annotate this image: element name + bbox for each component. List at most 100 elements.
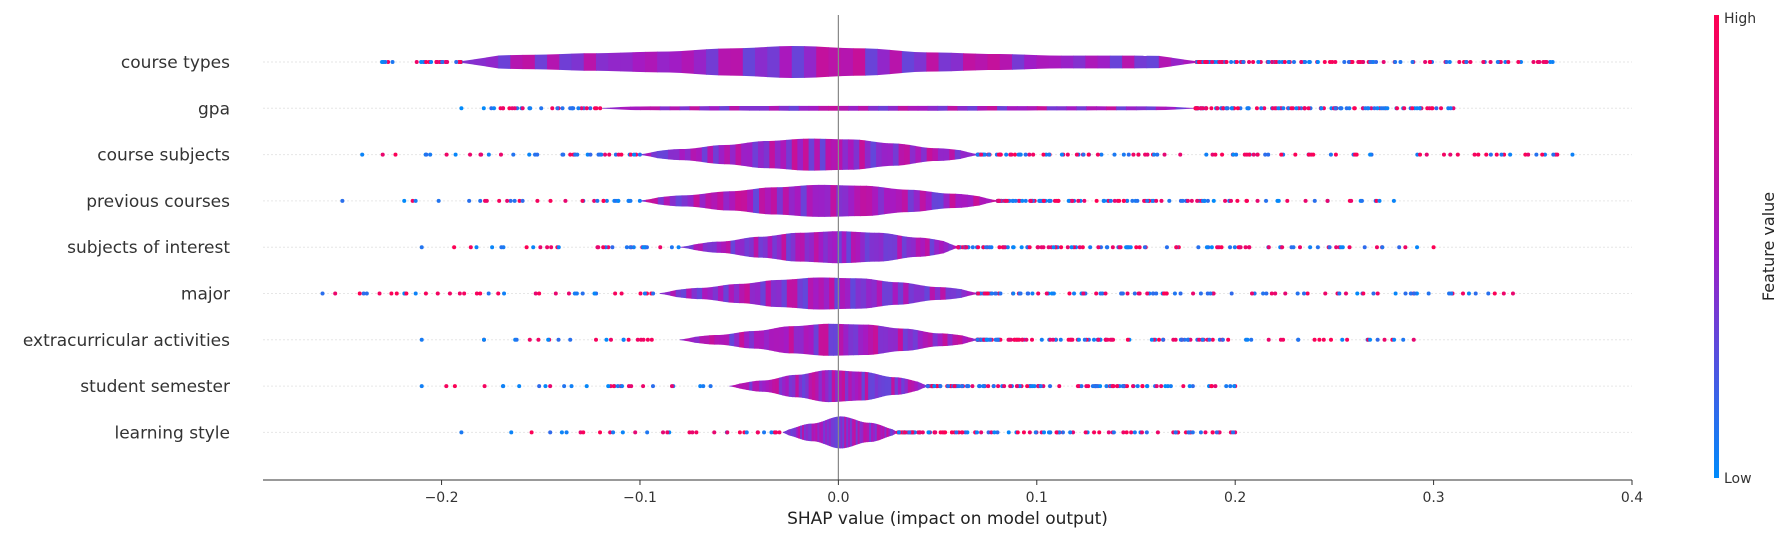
shap-point [1235, 106, 1240, 111]
shap-point [598, 430, 603, 435]
shap-point [1468, 60, 1473, 64]
shap-point [1495, 60, 1500, 64]
violin-segment [742, 382, 747, 390]
violin-segment [811, 371, 816, 401]
shap-point [1229, 106, 1234, 111]
violin-segment [955, 193, 962, 209]
shap-point [986, 384, 991, 389]
violin-segment [798, 425, 801, 439]
violin-segment [878, 325, 884, 354]
shap-point [977, 384, 982, 389]
shap-point [965, 384, 970, 389]
violin-segment [897, 282, 904, 305]
violin-segment [819, 138, 827, 171]
violin-segment [805, 423, 809, 441]
violin-segment [718, 145, 725, 165]
violin-segment [836, 139, 843, 170]
shap-point [1036, 291, 1041, 296]
shap-point [1067, 291, 1072, 296]
shap-point [1484, 152, 1489, 157]
shap-point [1291, 245, 1296, 250]
violin-segment [795, 232, 801, 262]
shap-point [1074, 152, 1079, 157]
shap-point [1516, 60, 1521, 64]
shap-point [651, 291, 656, 296]
shap-point [984, 245, 989, 250]
violin-segment [786, 139, 793, 170]
shap-point [1451, 106, 1456, 111]
violin-segment [834, 277, 841, 310]
shap-point [1130, 198, 1135, 203]
shap-point [665, 430, 670, 435]
shap-point [986, 430, 991, 435]
violin-segment [883, 326, 889, 354]
shap-point [1297, 245, 1302, 250]
violin-segment [1135, 106, 1147, 111]
violin-segment [938, 240, 945, 255]
violin-segment [719, 334, 725, 345]
violin-segment [889, 188, 897, 214]
violin-segment [865, 48, 878, 76]
shap-point [1548, 60, 1553, 64]
shap-point [1004, 152, 1009, 157]
violin-segment [808, 372, 813, 400]
shap-point [917, 430, 922, 435]
violin-segment [844, 278, 851, 309]
violin-segment [739, 331, 745, 348]
violin-segment [852, 48, 866, 76]
shap-point [902, 430, 907, 435]
shap-point [1149, 337, 1154, 342]
violin-segment [798, 374, 803, 398]
shap-point [628, 245, 633, 250]
shap-point [1093, 384, 1098, 389]
violin-segment [744, 283, 751, 304]
violin-segment [927, 332, 934, 348]
violin-segment [686, 288, 693, 299]
shap-point [1444, 60, 1449, 64]
violin-segment [595, 53, 609, 71]
shap-point [1016, 198, 1021, 203]
violin-segment [754, 330, 760, 349]
shap-point [1008, 152, 1013, 157]
shap-point [447, 291, 452, 296]
violin-segment [963, 53, 976, 71]
shap-point [611, 384, 616, 389]
violin-segment [817, 422, 820, 443]
shap-point [1534, 152, 1539, 157]
shap-point [1209, 106, 1214, 111]
violin-segment [739, 106, 750, 111]
shap-point [1007, 337, 1012, 342]
violin-segment [800, 185, 808, 217]
x-tick-label: 0.4 [1621, 490, 1643, 506]
shap-point [548, 198, 553, 203]
feature-label: course subjects [97, 146, 230, 166]
shap-point [607, 152, 612, 157]
violin-segment [610, 107, 621, 110]
violin-segment [759, 330, 765, 350]
violin-segment [934, 239, 940, 256]
shap-point [1098, 384, 1103, 389]
violin-segment [961, 289, 968, 298]
violin-segment [1109, 55, 1123, 69]
violin-segment [813, 277, 820, 310]
shap-point [601, 198, 606, 203]
shap-point [1059, 152, 1064, 157]
shap-point [1266, 337, 1271, 342]
shap-point [628, 198, 633, 203]
shap-point [621, 337, 626, 342]
violin-segment [874, 373, 879, 399]
shap-point [952, 384, 957, 389]
violin-segment [803, 424, 807, 441]
shap-point [1092, 430, 1097, 435]
violin-segment [1036, 106, 1048, 111]
shap-point [502, 291, 507, 296]
violin-segment [815, 422, 818, 442]
violin-segment [838, 323, 844, 356]
violin-segment [788, 105, 800, 111]
violin-segment [794, 185, 802, 217]
shap-point [413, 198, 418, 203]
violin-segment [729, 106, 740, 111]
dots-layer [320, 60, 1575, 435]
shap-point [996, 384, 1001, 389]
shap-point [1328, 60, 1333, 64]
